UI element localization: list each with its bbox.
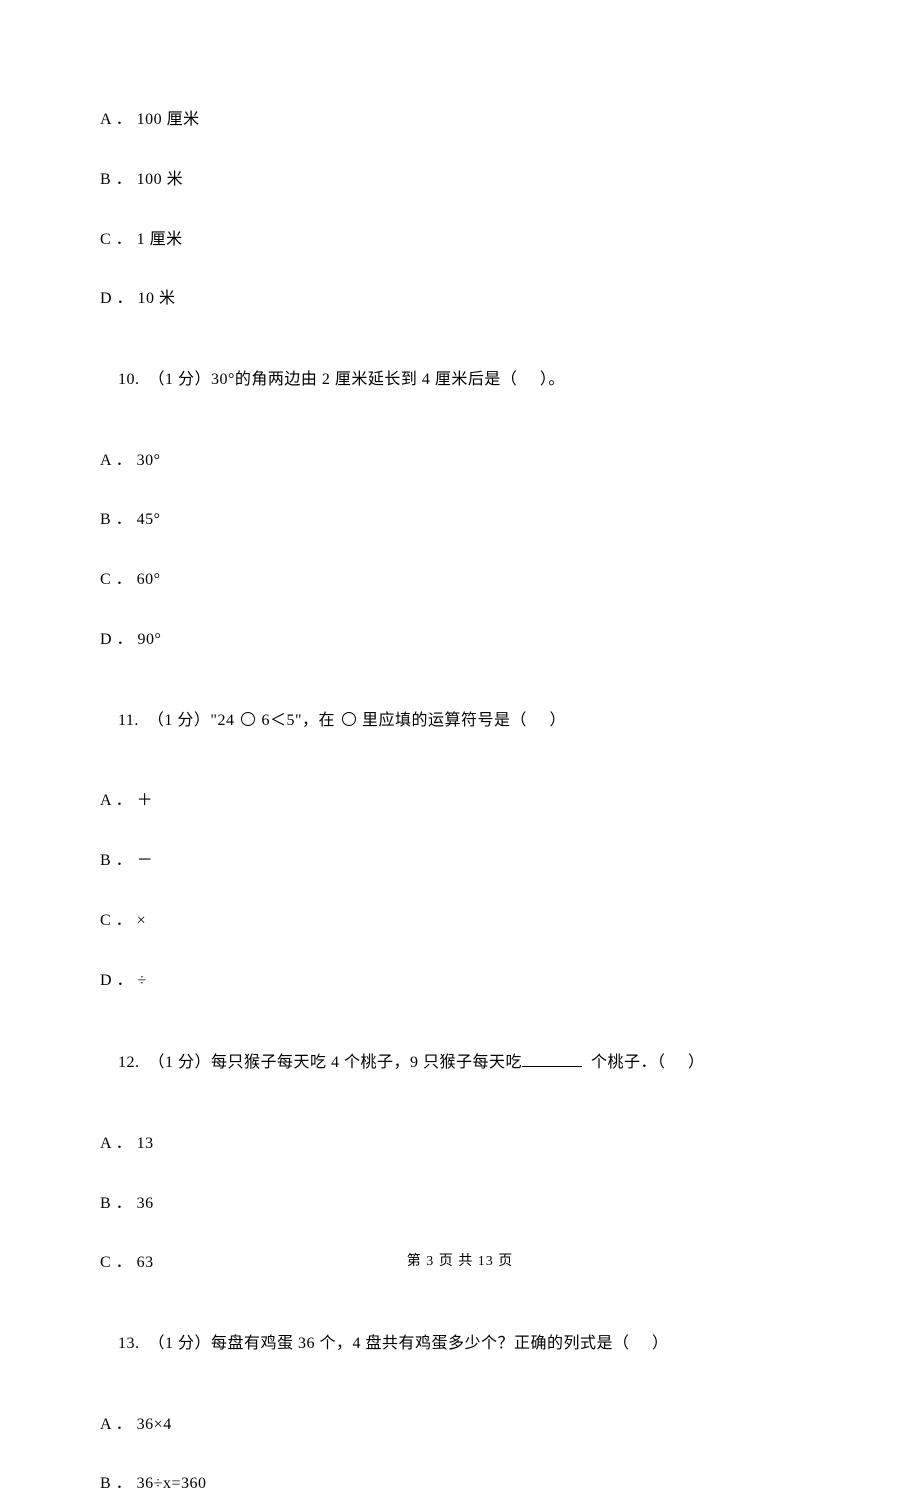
q12-stem: 12. （1 分）每只猴子每天吃 4 个桃子，9 只猴子每天吃 个桃子．（ ） bbox=[100, 1030, 820, 1094]
q11-stem-right: ） bbox=[550, 712, 567, 729]
q13-option-a: A ． 36×4 bbox=[100, 1415, 820, 1436]
q13-option-b: B ． 36÷x=360 bbox=[100, 1474, 820, 1495]
q11-stem: 11. （1 分）"24 6＜5"，在 里应填的运算符号是（ ） bbox=[100, 690, 820, 752]
circle-icon bbox=[241, 712, 255, 726]
q10-option-a: A ． 30° bbox=[100, 451, 820, 472]
q10-stem: 10. （1 分）30°的角两边由 2 厘米延长到 4 厘米后是（ ）。 bbox=[100, 349, 820, 411]
q12-option-a: A ． 13 bbox=[100, 1134, 820, 1155]
q11-option-d: D ． ÷ bbox=[100, 971, 820, 992]
q10-stem-right: ）。 bbox=[540, 371, 565, 388]
q13-stem: 13. （1 分）每盘有鸡蛋 36 个，4 盘共有鸡蛋多少个？正确的列式是（ ） bbox=[100, 1313, 820, 1375]
q10-stem-left: 10. （1 分）30°的角两边由 2 厘米延长到 4 厘米后是（ bbox=[118, 371, 517, 388]
q11-stem-p1: 11. （1 分）"24 bbox=[118, 712, 239, 729]
q13-stem-right: ） bbox=[652, 1335, 669, 1352]
page: A ． 100 厘米 B ． 100 米 C ． 1 厘米 D ． 10 米 1… bbox=[0, 0, 920, 1302]
q10-option-d: D ． 90° bbox=[100, 630, 820, 651]
q9-option-c: C ． 1 厘米 bbox=[100, 230, 820, 251]
q11-option-a: A ． ＋ bbox=[100, 791, 820, 812]
q10-option-c: C ． 60° bbox=[100, 570, 820, 591]
circle-icon bbox=[342, 712, 356, 726]
q9-option-d: D ． 10 米 bbox=[100, 289, 820, 310]
q12-option-b: B ． 36 bbox=[100, 1194, 820, 1215]
q12-stem-right: ） bbox=[688, 1054, 705, 1071]
q11-option-b: B ． － bbox=[100, 851, 820, 872]
q11-stem-p3: 里应填的运算符号是（ bbox=[358, 712, 528, 729]
q13-stem-left: 13. （1 分）每盘有鸡蛋 36 个，4 盘共有鸡蛋多少个？正确的列式是（ bbox=[118, 1335, 630, 1352]
q11-option-c: C ． × bbox=[100, 911, 820, 932]
blank-underline bbox=[522, 1051, 582, 1067]
q10-option-b: B ． 45° bbox=[100, 510, 820, 531]
q12-stem-left: 12. （1 分）每只猴子每天吃 4 个桃子，9 只猴子每天吃 bbox=[118, 1054, 522, 1071]
q12-stem-mid: 个桃子．（ bbox=[591, 1054, 666, 1071]
q9-option-b: B ． 100 米 bbox=[100, 170, 820, 191]
page-footer: 第 3 页 共 13 页 bbox=[0, 1250, 920, 1270]
q11-stem-p2: 6＜5"，在 bbox=[257, 712, 340, 729]
q9-option-a: A ． 100 厘米 bbox=[100, 110, 820, 131]
